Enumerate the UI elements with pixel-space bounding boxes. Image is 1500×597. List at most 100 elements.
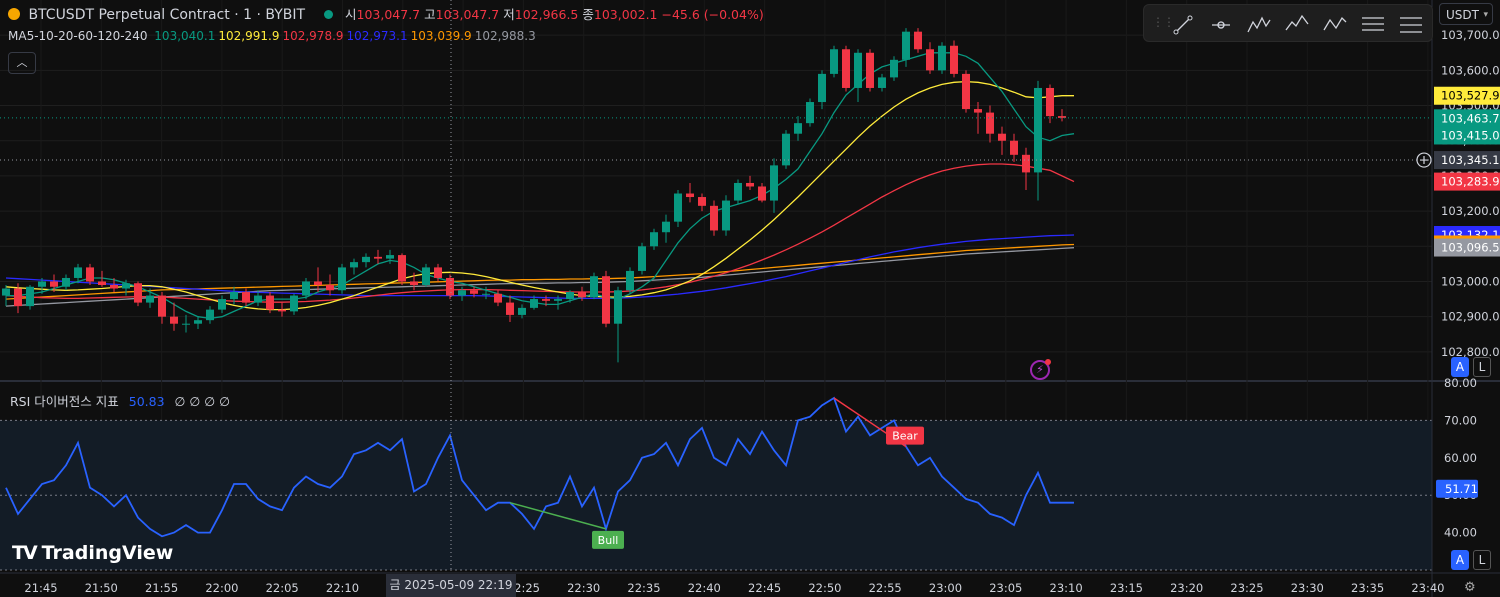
ma-value-4: 103,039.9 (410, 29, 472, 43)
candle (362, 253, 370, 268)
candle (986, 105, 994, 143)
price-tick-label: 103,700.0 (1441, 28, 1500, 42)
candle-body (302, 281, 310, 296)
status-dot-icon (323, 10, 333, 19)
candle-body (662, 221, 670, 233)
ma-value-1: 102,991.9 (218, 29, 280, 43)
candle (254, 290, 262, 307)
pattern-icon[interactable] (1247, 16, 1271, 33)
candle-body (902, 31, 910, 60)
candle (614, 286, 622, 363)
candle (554, 295, 562, 310)
price-label-bg (1434, 126, 1500, 145)
candle-body (962, 73, 970, 110)
tradingview-mark-icon: TV (12, 542, 38, 564)
candle-body (254, 295, 262, 303)
time-tick-label: 23:10 (1050, 581, 1083, 595)
candle (158, 292, 166, 324)
candle (482, 286, 490, 300)
abcd-pattern-icon[interactable] (1323, 16, 1347, 31)
candle-body (374, 256, 382, 259)
candle (134, 281, 142, 307)
divergence-line-bull (509, 501, 607, 530)
candle-body (770, 165, 778, 201)
candle (698, 193, 706, 212)
candle (530, 295, 538, 310)
candle-body (1010, 140, 1018, 155)
ma-legend[interactable]: MA5-10-20-60-120-240 103,040.1 102,991.9 1… (8, 29, 536, 43)
price-label-text: 103,415.0 (1441, 128, 1500, 142)
candle (542, 295, 550, 307)
price-tick-label: 103,000.0 (1441, 274, 1500, 288)
candle-body (398, 255, 406, 282)
handle-dot (1173, 29, 1179, 35)
price-label-text: 103,096.5 (1441, 241, 1500, 255)
candle (170, 302, 178, 331)
candle (662, 214, 670, 243)
time-tick-label: 22:00 (205, 581, 238, 595)
rsi-log-scale-button[interactable]: L (1473, 550, 1491, 570)
candle (722, 195, 730, 236)
collapse-legend-button[interactable]: ︿ (8, 52, 36, 74)
divergence-badge (886, 426, 924, 445)
ma-line-ma240 (5, 247, 1075, 307)
time-tick-label: 22:45 (748, 581, 781, 595)
candle (350, 258, 358, 275)
fib-icon-path (1362, 17, 1384, 31)
elliott-wave-icon[interactable] (1285, 14, 1309, 31)
time-tick-label: 22:40 (688, 581, 721, 595)
time-tick-label: 22:30 (567, 581, 600, 595)
candle (242, 288, 250, 307)
candle-body (482, 293, 490, 295)
logo-text: TradingView (41, 542, 174, 564)
candle (14, 283, 22, 314)
price-tick-label: 102,800.0 (1441, 345, 1500, 359)
candle-body (650, 232, 658, 247)
settings-list-icon[interactable] (1400, 17, 1422, 33)
candle (458, 286, 466, 301)
low-label: 저 (503, 7, 515, 22)
candle-body (638, 246, 646, 271)
price-axis[interactable]: 102,800.0102,900.0103,000.0103,100.0103,… (1431, 0, 1500, 597)
rsi-auto-scale-button[interactable]: A (1451, 550, 1469, 570)
candle (806, 98, 814, 127)
candle-body (410, 281, 418, 285)
candle (638, 242, 646, 275)
candle (1022, 147, 1030, 190)
log-scale-button[interactable]: L (1473, 357, 1491, 377)
horizontal-ray-icon[interactable] (1212, 21, 1230, 29)
gear-icon[interactable]: ⚙ (1464, 580, 1476, 595)
chevron-up-icon: ︿ (16, 56, 28, 69)
candle-body (794, 123, 802, 134)
drag-handle-icon[interactable]: ⋮⋮ (1152, 15, 1175, 29)
price-label-text: 103,463.7 (1441, 111, 1500, 125)
candle (446, 274, 454, 300)
candle-body (806, 102, 814, 124)
add-alert-plus-icon[interactable] (1416, 152, 1432, 168)
candle-body (746, 182, 754, 187)
fib-icon[interactable] (1362, 17, 1384, 31)
auto-scale-button[interactable]: A (1451, 357, 1469, 377)
time-tick-label: 22:55 (869, 581, 902, 595)
price-axis-label: 103,415.0 (1434, 126, 1500, 145)
time-tick-label: 23:30 (1291, 581, 1324, 595)
candle-body (122, 283, 130, 289)
candle (686, 182, 694, 203)
currency-select[interactable]: USDT ▾ (1439, 3, 1493, 25)
time-tick-label: 21:50 (85, 581, 118, 595)
candle (602, 270, 610, 328)
price-tick-label: 103,600.0 (1441, 63, 1500, 77)
candle (62, 274, 70, 291)
divergence-label-bear: Bear (886, 426, 924, 445)
candle (86, 263, 94, 285)
trend-line-icon[interactable] (1173, 15, 1193, 35)
symbol-legend: BTCUSDT Perpetual Contract · 1 · BYBIT 시… (8, 4, 764, 23)
candle (626, 267, 634, 294)
alert-flash-icon[interactable]: ⚡ (1030, 359, 1051, 380)
symbol-title[interactable]: BTCUSDT Perpetual Contract · 1 · BYBIT (28, 7, 306, 23)
candle-body (182, 323, 190, 325)
rsi-legend[interactable]: RSI 다이버전스 지표 50.83 ∅ ∅ ∅ ∅ (10, 391, 230, 410)
candle (746, 175, 754, 190)
candle (566, 290, 574, 303)
